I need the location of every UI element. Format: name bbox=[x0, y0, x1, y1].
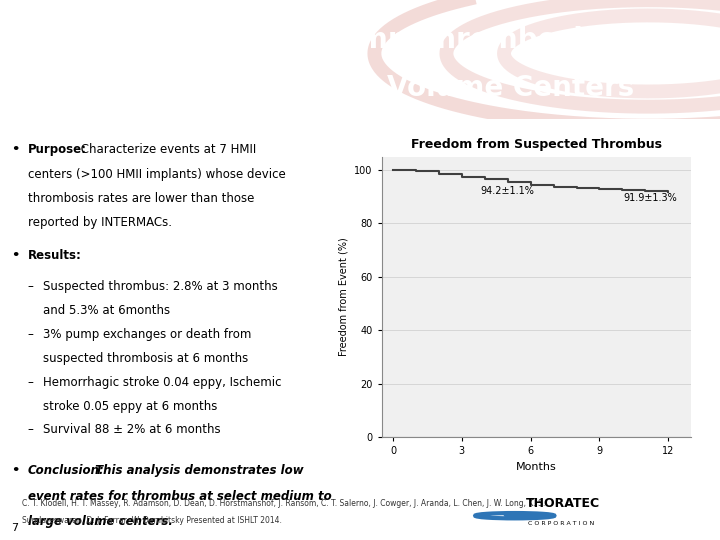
Text: •: • bbox=[11, 143, 19, 156]
Text: •: • bbox=[11, 249, 19, 262]
Text: 3% pump exchanges or death from: 3% pump exchanges or death from bbox=[42, 328, 251, 341]
Title: Freedom from Suspected Thrombus: Freedom from Suspected Thrombus bbox=[411, 138, 662, 151]
Text: stroke 0.05 eppy at 6 months: stroke 0.05 eppy at 6 months bbox=[42, 400, 217, 413]
Text: Conclusion:: Conclusion: bbox=[28, 464, 104, 477]
Text: Factors Related to Pump Thrombosis at: Factors Related to Pump Thrombosis at bbox=[22, 26, 641, 54]
Text: large volume centers.: large volume centers. bbox=[28, 515, 173, 528]
X-axis label: Months: Months bbox=[516, 462, 557, 472]
Text: 94.2±1.1%: 94.2±1.1% bbox=[481, 186, 535, 196]
Text: Suspected thrombus: 2.8% at 3 months: Suspected thrombus: 2.8% at 3 months bbox=[42, 280, 277, 293]
Text: 7: 7 bbox=[11, 523, 18, 532]
Text: event rates for thrombus at select medium to: event rates for thrombus at select mediu… bbox=[28, 490, 331, 503]
Text: Characterize events at 7 HMII: Characterize events at 7 HMII bbox=[77, 143, 256, 156]
Text: and 5.3% at 6months: and 5.3% at 6months bbox=[42, 304, 170, 317]
Text: 91.9±1.3%: 91.9±1.3% bbox=[623, 193, 677, 202]
Text: THORATEC: THORATEC bbox=[526, 497, 600, 510]
Text: thrombosis rates are lower than those: thrombosis rates are lower than those bbox=[28, 192, 254, 205]
Text: Sundareswaran, D. J. Farrar, W. Dembitsky Presented at ISHLT 2014.: Sundareswaran, D. J. Farrar, W. Dembitsk… bbox=[22, 516, 282, 525]
Text: Results:: Results: bbox=[28, 249, 81, 262]
Text: Purpose:: Purpose: bbox=[28, 143, 87, 156]
Text: –: – bbox=[28, 328, 34, 341]
Text: reported by INTERMACs.: reported by INTERMACs. bbox=[28, 216, 172, 229]
Text: Select Medium to High Volume Centers: Select Medium to High Volume Centers bbox=[22, 73, 634, 102]
Y-axis label: Freedom from Event (%): Freedom from Event (%) bbox=[338, 238, 348, 356]
Text: C O R P O R A T I O N: C O R P O R A T I O N bbox=[528, 522, 594, 526]
Text: This analysis demonstrates low: This analysis demonstrates low bbox=[91, 464, 303, 477]
Text: –: – bbox=[28, 423, 34, 436]
Text: –: – bbox=[28, 376, 34, 389]
Text: centers (>100 HMII implants) whose device: centers (>100 HMII implants) whose devic… bbox=[28, 168, 286, 181]
Text: Survival 88 ± 2% at 6 months: Survival 88 ± 2% at 6 months bbox=[42, 423, 220, 436]
Text: C. T. Klodell, H. T. Massey, R. Adamson, D. Dean, D. Horstmanshof, J. Ransom, C.: C. T. Klodell, H. T. Massey, R. Adamson,… bbox=[22, 499, 545, 508]
Text: •: • bbox=[11, 464, 19, 477]
Text: Hemorrhagic stroke 0.04 eppy, Ischemic: Hemorrhagic stroke 0.04 eppy, Ischemic bbox=[42, 376, 282, 389]
Text: suspected thrombosis at 6 months: suspected thrombosis at 6 months bbox=[42, 352, 248, 365]
Text: –: – bbox=[28, 280, 34, 293]
